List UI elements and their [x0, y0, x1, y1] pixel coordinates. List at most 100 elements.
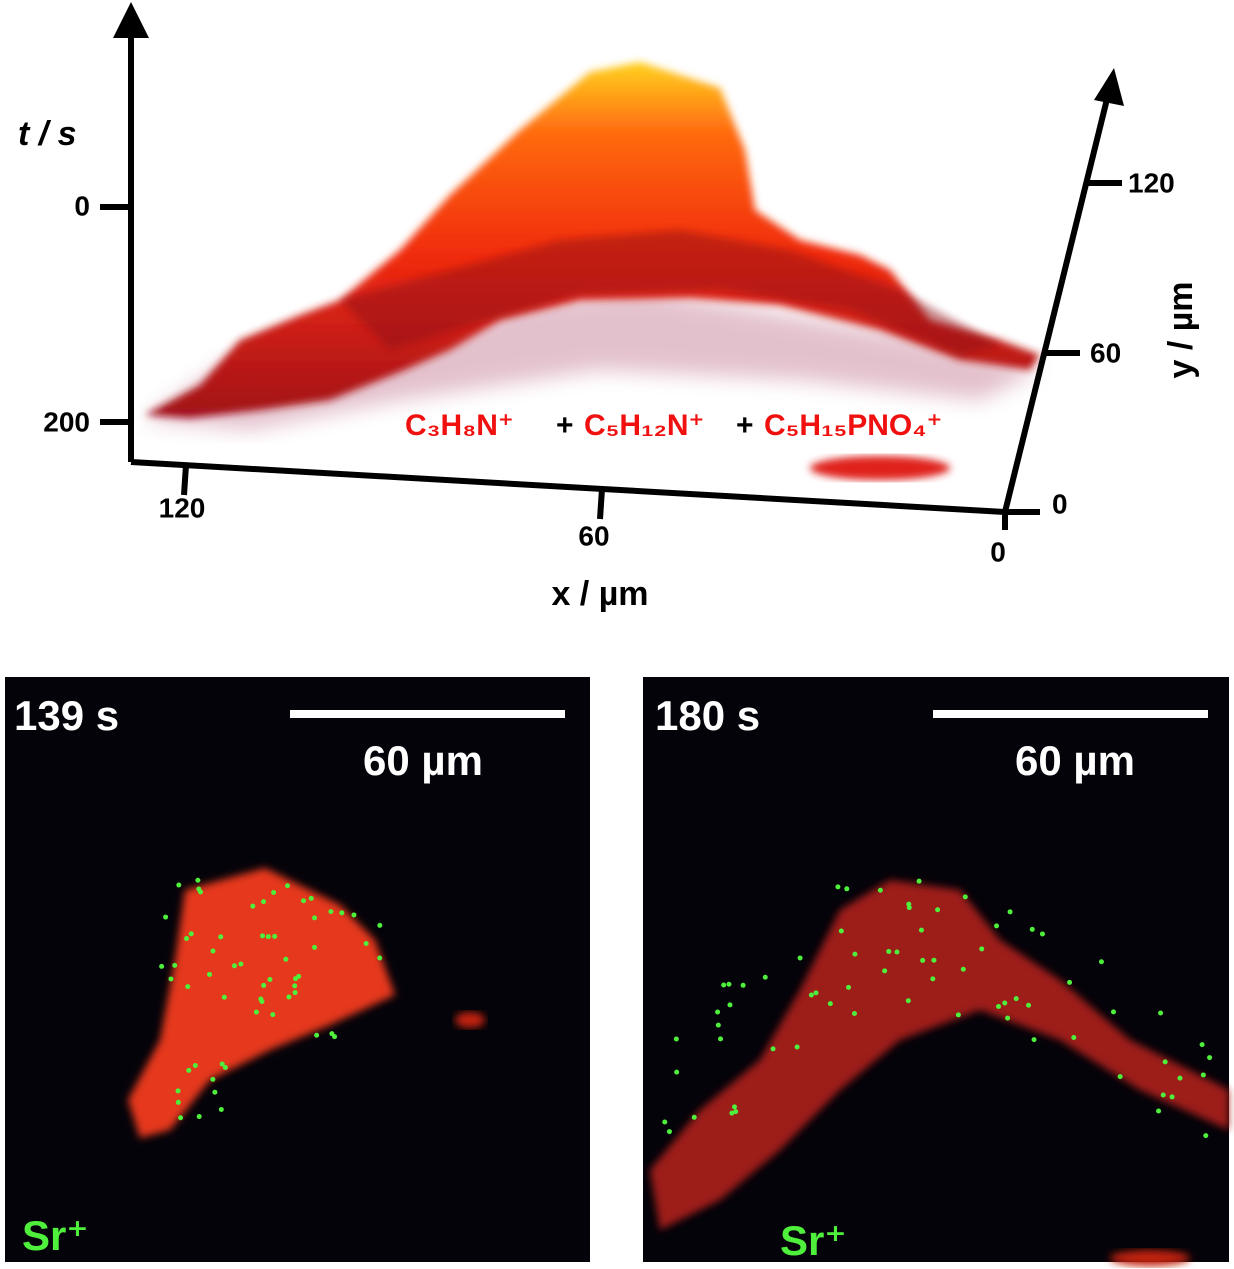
sr-dot	[1005, 1015, 1011, 1021]
sr-dot	[1199, 1042, 1205, 1048]
sr-dot	[727, 1002, 733, 1008]
sr-dot	[196, 1114, 202, 1120]
sr-dot	[210, 948, 216, 954]
sr-dot	[308, 895, 314, 901]
t-tick-label: 0	[74, 190, 90, 221]
sr-dot	[314, 1032, 320, 1038]
sr-dots	[159, 877, 1213, 1139]
x-tick-label: 0	[990, 536, 1006, 567]
sr-dot	[292, 983, 298, 989]
sr-dot	[955, 1012, 961, 1018]
sr-dot	[1026, 1002, 1032, 1008]
sr-dot	[762, 974, 768, 980]
sr-dot	[222, 1065, 228, 1071]
sr-dot	[906, 905, 912, 911]
tick	[597, 488, 605, 520]
sr-dot	[186, 1067, 192, 1073]
sr-dot	[250, 903, 256, 909]
sr-dot	[729, 1110, 735, 1116]
time-label: 139 s	[14, 692, 119, 739]
sr-dot	[377, 955, 383, 961]
sr-dot	[339, 910, 345, 916]
y-axis	[1002, 94, 1111, 513]
sr-dot	[272, 933, 278, 939]
sr-dot	[267, 977, 273, 983]
sr-dot	[1007, 909, 1013, 915]
sr-dot	[192, 1062, 198, 1068]
sr-dot	[210, 1076, 216, 1082]
sr-dot	[271, 889, 277, 895]
sr-dot	[270, 1012, 276, 1018]
scale-label: 60 µm	[1015, 737, 1135, 784]
time-label: 180 s	[655, 692, 760, 739]
sr-dot	[1098, 959, 1104, 965]
t-axis-label: t / s	[18, 115, 77, 153]
sr-dot	[1002, 1000, 1008, 1006]
sr-dot	[835, 884, 841, 890]
arrow	[1094, 68, 1124, 106]
sr-dot	[797, 955, 803, 961]
tick	[181, 464, 189, 496]
sr-dot	[163, 914, 169, 920]
sr-dot	[1031, 1037, 1037, 1043]
sr-dot	[1162, 1059, 1168, 1065]
y-tick-label: 120	[1128, 167, 1175, 198]
sr-dot	[905, 998, 911, 1004]
y-tick-label: 60	[1090, 337, 1121, 368]
sr-dot	[218, 1107, 224, 1113]
sr-dot	[261, 982, 267, 988]
panel: 139 s 60 µm Sr⁺	[5, 677, 590, 1262]
sr-dot	[196, 886, 202, 892]
sr-dot	[1200, 1072, 1206, 1078]
sr-dot	[312, 944, 318, 950]
sr-dot	[172, 962, 178, 968]
sr-dot	[329, 1031, 335, 1037]
sr-dot	[292, 990, 298, 996]
sr-dot	[770, 1046, 776, 1052]
sr-dot	[930, 976, 936, 982]
sr-dot	[851, 1010, 857, 1016]
sr-dot	[238, 961, 244, 967]
sr-dot	[1207, 1055, 1213, 1061]
sr-dot	[894, 949, 900, 955]
sr-dot	[178, 1115, 184, 1121]
arrow	[113, 2, 149, 38]
sr-dot	[286, 994, 292, 1000]
sr-dot	[1039, 931, 1045, 937]
sr-dot	[852, 951, 858, 957]
sr-dot	[960, 966, 966, 972]
sr-dot	[253, 1009, 259, 1015]
sr-dot	[882, 968, 888, 974]
ion-labels: C₃H₈N⁺ + C₅H₁₂N⁺ + C₅H₁₅PNO₄⁺	[405, 409, 942, 442]
debris	[1110, 1250, 1190, 1266]
sr-dot	[920, 957, 926, 963]
sr-dot	[265, 934, 271, 940]
sr-dot	[185, 984, 191, 990]
axes	[100, 30, 1122, 530]
sr-dot	[1169, 1094, 1175, 1100]
ion-formula: C₅H₁₂N⁺	[584, 409, 704, 442]
sr-dot	[1013, 996, 1019, 1002]
sr-dot	[176, 882, 182, 888]
sr-dot	[221, 994, 227, 1000]
sr-dot	[363, 940, 369, 946]
sr-dot	[328, 909, 334, 915]
sr-dot	[996, 1004, 1002, 1010]
ion-formula: C₅H₁₅PNO₄⁺	[764, 409, 942, 442]
sr-dot	[931, 957, 937, 963]
sr-dot	[283, 956, 289, 962]
sr-dot	[979, 946, 985, 952]
sr-dot	[1067, 979, 1073, 985]
sr-dot	[673, 1036, 679, 1042]
sr-dot	[1177, 1075, 1183, 1081]
sr-dot	[377, 922, 383, 928]
sr-dot	[1158, 1010, 1164, 1016]
sr-dot	[231, 963, 237, 969]
sr-dot	[1029, 926, 1035, 932]
sr-dot	[794, 1044, 800, 1050]
sr-dot	[732, 1104, 738, 1110]
sr-dot	[1156, 1108, 1162, 1114]
sr-dot	[674, 1069, 680, 1075]
sr-dot	[175, 1088, 181, 1094]
